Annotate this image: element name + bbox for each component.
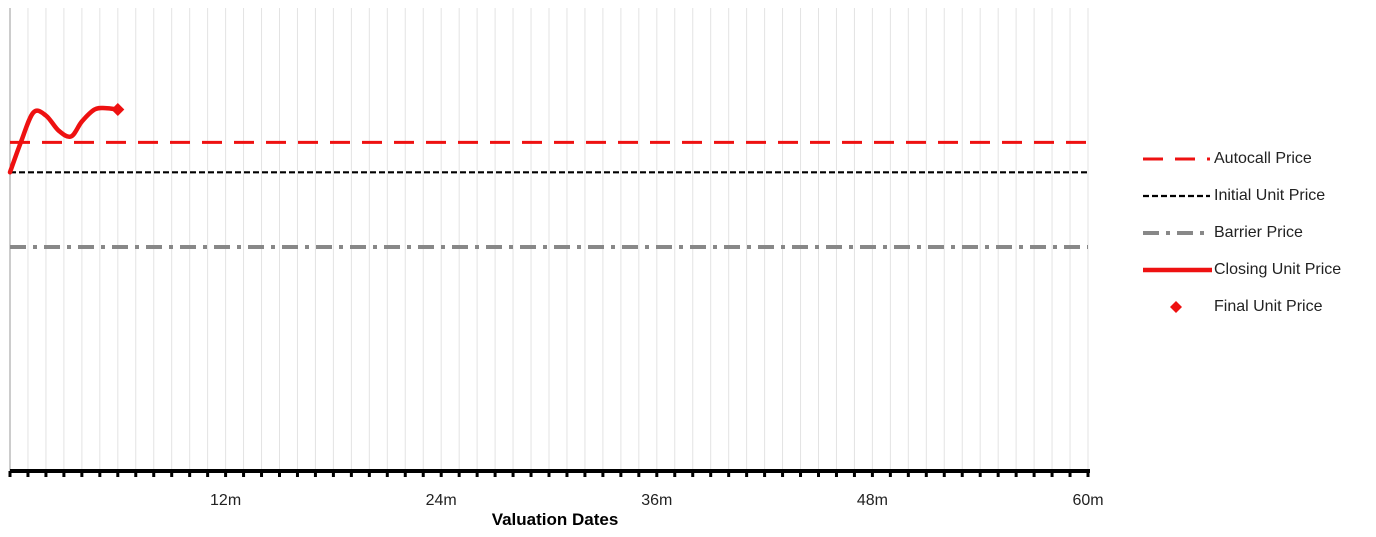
- x-tick-label: 24m: [426, 492, 457, 509]
- legend-item-closing: Closing Unit Price: [1140, 251, 1370, 288]
- legend-swatch-closing: [1143, 267, 1212, 272]
- legend-swatch-final: [1170, 300, 1182, 313]
- grid-lines: [9, 8, 1089, 471]
- x-tick-label: 36m: [641, 492, 672, 509]
- legend-label-autocall: Autocall Price: [1214, 149, 1312, 167]
- final-unit-price-marker: [111, 103, 125, 117]
- x-axis-title: Valuation Dates: [491, 510, 619, 529]
- legend-label-final: Final Unit Price: [1214, 297, 1323, 315]
- x-tick-label: 60m: [1072, 492, 1103, 509]
- chart-legend: Autocall Price Initial Unit Price Barrie…: [1140, 140, 1370, 325]
- legend-swatch-autocall: [1143, 157, 1210, 160]
- x-axis: 12m 24m 36m 48m 60m: [8, 469, 1104, 509]
- legend-item-final: Final Unit Price: [1140, 288, 1370, 325]
- x-tick-label: 12m: [210, 492, 241, 509]
- legend-swatch-initial: [1143, 194, 1210, 197]
- series-lines: [7, 103, 1088, 249]
- legend-item-initial: Initial Unit Price: [1140, 177, 1370, 214]
- closing-unit-price-line: [7, 105, 121, 175]
- x-tick-label: 48m: [857, 492, 888, 509]
- legend-label-closing: Closing Unit Price: [1214, 260, 1342, 278]
- legend-swatch-barrier: [1143, 230, 1210, 235]
- legend-item-barrier: Barrier Price: [1140, 214, 1370, 251]
- legend-label-barrier: Barrier Price: [1214, 223, 1303, 241]
- legend-label-initial: Initial Unit Price: [1214, 186, 1326, 204]
- legend-item-autocall: Autocall Price: [1140, 140, 1370, 177]
